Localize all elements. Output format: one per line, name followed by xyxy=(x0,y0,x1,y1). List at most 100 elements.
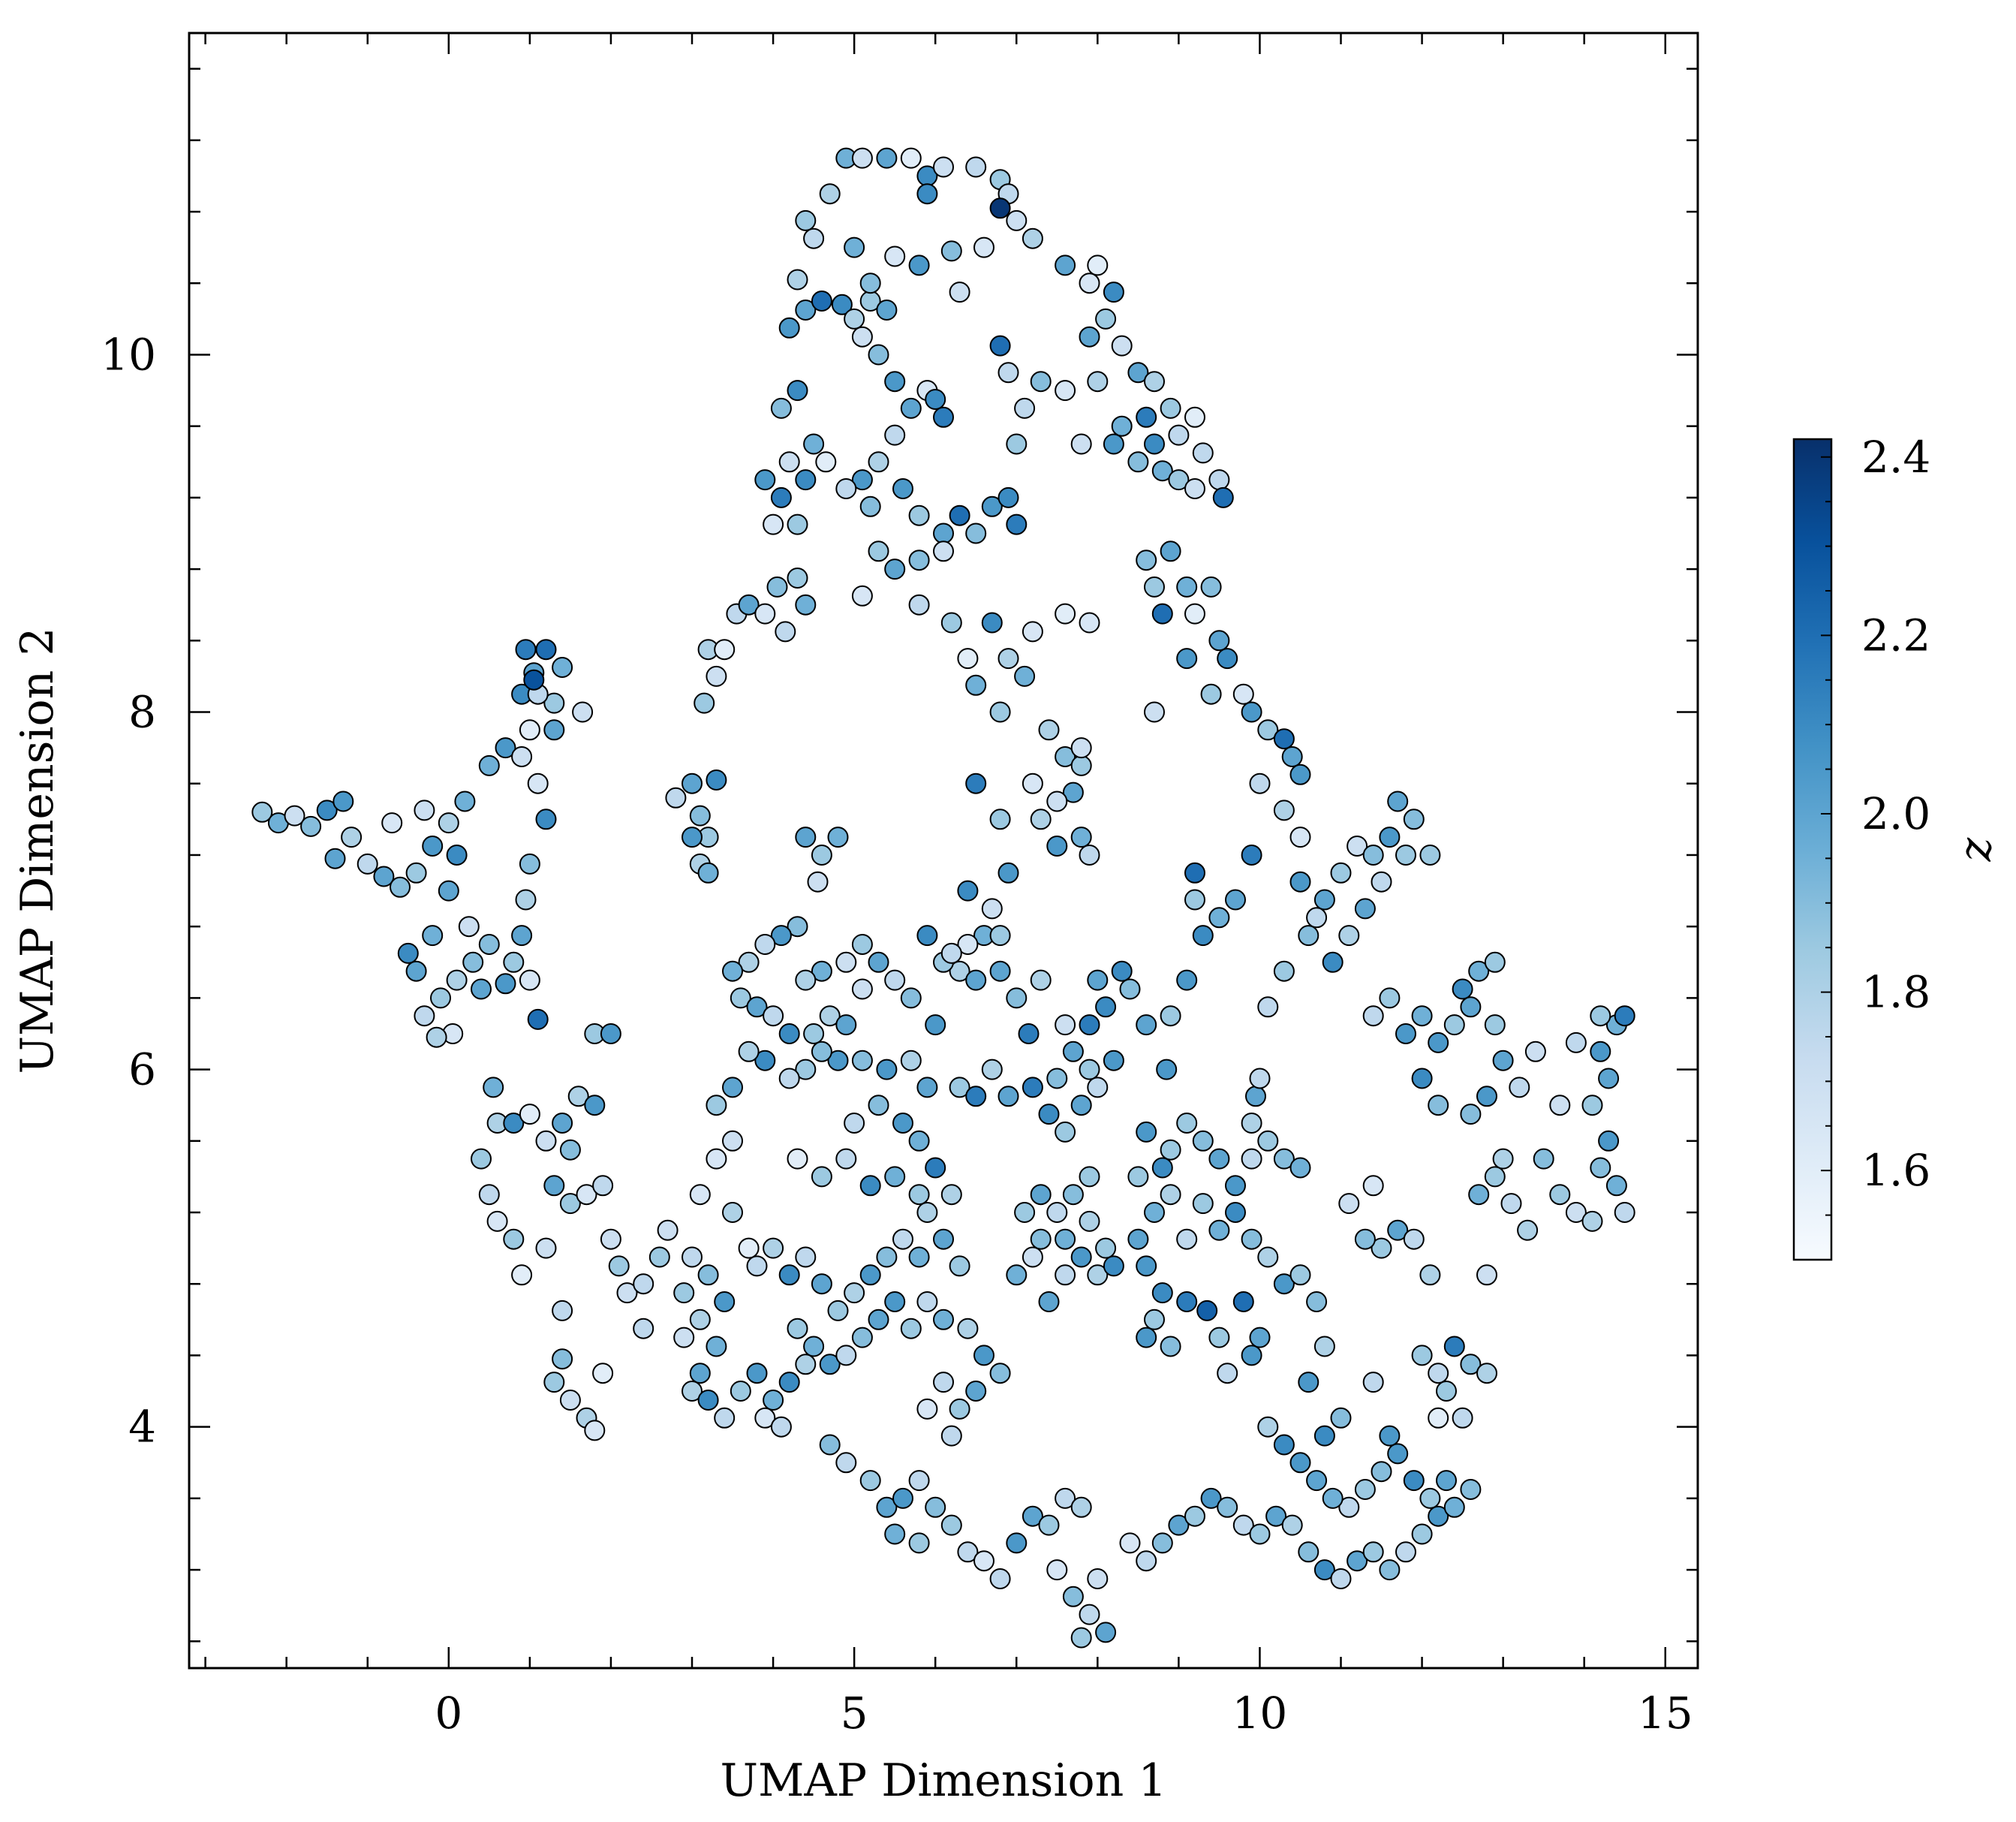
data-point xyxy=(1460,1479,1482,1500)
data-point xyxy=(1484,1014,1506,1036)
data-point xyxy=(754,469,776,491)
data-point xyxy=(868,344,889,366)
data-point xyxy=(770,925,792,947)
data-point xyxy=(908,1532,930,1554)
data-point xyxy=(1249,1327,1271,1348)
data-point xyxy=(1387,1443,1409,1465)
data-point xyxy=(1079,1604,1100,1625)
data-point xyxy=(414,1005,435,1027)
data-point xyxy=(965,969,987,991)
data-point xyxy=(933,156,954,178)
data-point xyxy=(940,240,962,262)
data-point xyxy=(1273,800,1295,821)
data-point xyxy=(1500,1193,1522,1215)
data-point xyxy=(689,805,711,827)
data-point xyxy=(1298,1541,1319,1563)
data-point xyxy=(519,969,540,991)
data-point xyxy=(844,1282,865,1304)
data-point xyxy=(1232,1291,1254,1312)
data-point xyxy=(1249,1523,1271,1545)
data-point xyxy=(1322,1487,1343,1509)
colorbar-tick-label: 2.4 xyxy=(1861,432,1930,483)
data-point xyxy=(973,1550,994,1572)
data-point xyxy=(908,1184,930,1206)
data-point xyxy=(844,236,865,258)
data-point xyxy=(1395,1023,1416,1044)
data-point xyxy=(1136,1327,1157,1348)
x-tick-label: 10 xyxy=(1232,1688,1288,1739)
data-point xyxy=(1046,1202,1068,1223)
data-point xyxy=(754,934,776,955)
data-point xyxy=(933,406,954,428)
data-point xyxy=(1452,1407,1473,1429)
data-point xyxy=(1192,1193,1214,1215)
data-point xyxy=(787,1148,808,1170)
data-point xyxy=(1460,1354,1482,1375)
data-point xyxy=(754,603,776,625)
data-point xyxy=(900,1050,922,1071)
scatter-points xyxy=(251,147,1635,1649)
data-point xyxy=(908,1470,930,1492)
data-point xyxy=(1387,1219,1409,1241)
data-point xyxy=(851,585,873,607)
data-point xyxy=(1371,1461,1392,1483)
data-point xyxy=(754,1407,776,1429)
data-point xyxy=(933,541,954,562)
data-point xyxy=(1298,925,1319,947)
data-point xyxy=(1176,576,1198,598)
data-point xyxy=(819,183,841,205)
data-point xyxy=(851,469,873,491)
data-point xyxy=(933,523,954,544)
data-point xyxy=(519,719,540,741)
data-point xyxy=(981,898,1003,920)
data-point xyxy=(1006,513,1028,535)
data-point xyxy=(965,523,987,544)
data-point xyxy=(251,801,273,823)
data-point xyxy=(1524,1040,1546,1062)
data-point xyxy=(1006,1532,1028,1554)
data-point xyxy=(552,1299,573,1321)
data-point xyxy=(1062,782,1084,803)
data-point xyxy=(1257,996,1279,1018)
y-tick-label: 10 xyxy=(101,329,156,380)
data-point xyxy=(851,1327,873,1348)
data-point xyxy=(1151,1282,1173,1304)
data-point xyxy=(503,951,525,973)
data-point xyxy=(1055,1014,1076,1036)
data-point xyxy=(795,469,817,491)
data-point xyxy=(405,960,427,982)
data-point xyxy=(1087,1077,1109,1098)
data-point xyxy=(965,156,987,178)
data-point xyxy=(1289,1157,1311,1179)
data-point xyxy=(827,1299,849,1321)
data-point xyxy=(665,787,687,809)
data-point xyxy=(1055,1264,1076,1286)
data-point xyxy=(957,648,979,670)
data-point xyxy=(1055,1121,1076,1143)
data-point xyxy=(1006,209,1028,231)
data-point xyxy=(1200,576,1222,598)
data-point xyxy=(1241,1345,1262,1366)
data-point xyxy=(600,1023,621,1044)
data-point xyxy=(787,269,808,291)
data-point xyxy=(1347,836,1368,857)
data-point xyxy=(925,1157,946,1179)
data-point xyxy=(1273,728,1295,750)
data-point xyxy=(1160,541,1181,562)
data-point xyxy=(438,812,459,834)
data-point xyxy=(1111,415,1133,437)
data-point xyxy=(949,1398,970,1420)
data-point xyxy=(1079,1166,1100,1188)
data-point xyxy=(989,809,1011,830)
data-point xyxy=(1127,1228,1149,1250)
data-point xyxy=(916,1291,938,1312)
data-point xyxy=(803,1023,825,1044)
data-point xyxy=(1330,1568,1352,1589)
data-point xyxy=(1257,1416,1279,1438)
data-point xyxy=(1281,746,1303,767)
data-point xyxy=(807,871,829,893)
data-point xyxy=(1087,254,1109,276)
data-point xyxy=(868,1095,889,1116)
data-point xyxy=(1225,889,1246,911)
